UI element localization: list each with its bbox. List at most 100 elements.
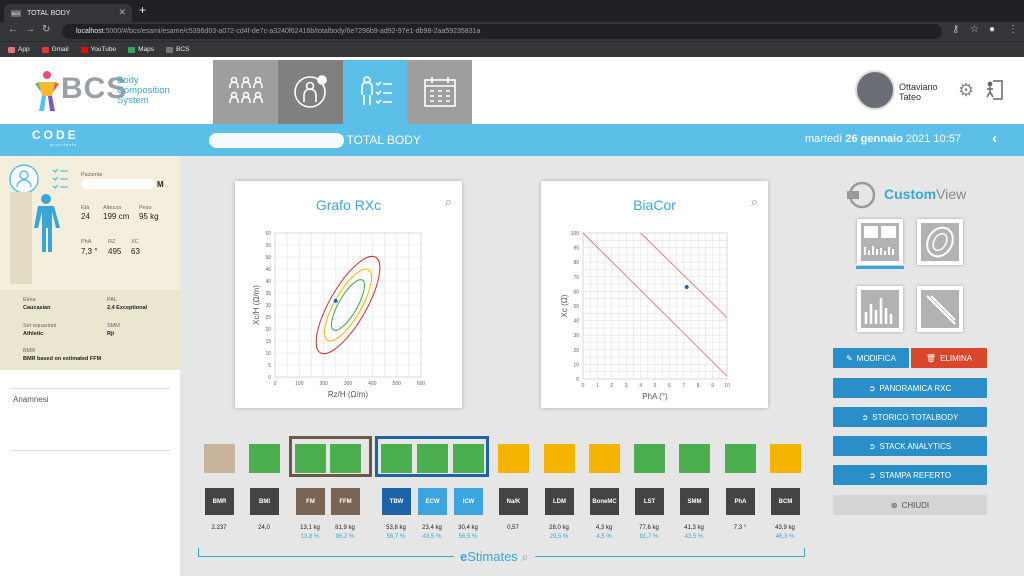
totalbody-history-button[interactable]: ➲ STORICO TOTALBODY: [833, 407, 987, 427]
metric-label[interactable]: FM: [296, 488, 325, 515]
bmr-value: BMR based on estimated FFM: [23, 356, 102, 362]
user-name[interactable]: Ottaviano Tateo: [899, 82, 938, 102]
profile-icon[interactable]: ●: [989, 24, 996, 35]
metric-indicator-ecw[interactable]: [417, 444, 448, 473]
metric-label[interactable]: BCM: [771, 488, 800, 515]
metric-value: 77,6 kg: [639, 525, 659, 531]
bookmark-maps[interactable]: Maps: [128, 46, 154, 53]
x-tick-label: 2: [610, 383, 613, 389]
metric-indicator-bmi[interactable]: [249, 444, 280, 473]
chevron-left-icon[interactable]: ‹: [992, 130, 998, 147]
metric-label[interactable]: TBW: [382, 488, 411, 515]
metric-indicator-pha[interactable]: [725, 444, 756, 473]
metric-label[interactable]: FFM: [331, 488, 360, 515]
metric-label[interactable]: LDM: [545, 488, 574, 515]
apps-grid-icon: [8, 46, 15, 53]
y-tick-label: 10: [573, 362, 579, 368]
metric-label[interactable]: ECW: [418, 488, 447, 515]
view-line-button[interactable]: [917, 286, 963, 332]
bookmark-gmail[interactable]: Gmail: [41, 46, 69, 53]
metric-indicator-bmr[interactable]: [204, 444, 235, 473]
browser-tab-strip: BCS TOTAL BODY ✕ +: [0, 0, 1024, 22]
nav-exam-button[interactable]: [343, 60, 408, 124]
close-button[interactable]: ⊗ CHIUDI: [833, 495, 987, 515]
logout-icon[interactable]: [985, 80, 1003, 100]
metric-percent: 86,2 %: [335, 534, 355, 540]
metric-indicator-fm[interactable]: [295, 444, 326, 473]
metric-value: 7,3 °: [733, 525, 747, 531]
estimates-label[interactable]: eStimates ⌕: [454, 549, 535, 565]
star-icon[interactable]: ☆: [970, 24, 979, 35]
view-bars-button[interactable]: [857, 286, 903, 332]
ethnicity-value: Caucasian: [23, 305, 51, 311]
metric-indicator-lst[interactable]: [634, 444, 665, 473]
metric-indicator-smm[interactable]: [679, 444, 710, 473]
url-field[interactable]: localhost:5000/#/bcs/esami/esame/c5396d0…: [62, 24, 942, 39]
metric-value: 81,9 kg: [335, 525, 355, 531]
gear-icon[interactable]: ⚙: [958, 80, 975, 100]
back-arrow-icon[interactable]: ←: [8, 24, 18, 35]
close-label: CHIUDI: [901, 500, 930, 510]
reload-icon[interactable]: ↻: [42, 24, 51, 35]
metric-indicator-bcm[interactable]: [770, 444, 801, 473]
metric-label[interactable]: BMR: [205, 488, 234, 515]
nav-add-patient-button[interactable]: [278, 60, 343, 124]
y-tick-label: 5: [268, 363, 271, 369]
metric-indicator-ffm[interactable]: [330, 444, 361, 473]
rz-value: 495: [108, 247, 122, 256]
metric-indicator-icw[interactable]: [453, 444, 484, 473]
delete-button[interactable]: 🗑 ELIMINA: [911, 348, 987, 368]
nav-calendar-button[interactable]: [407, 60, 472, 124]
bookmark-youtube[interactable]: YouTube: [80, 46, 116, 53]
zoom-icon[interactable]: ⌕: [444, 194, 452, 209]
close-tab-icon[interactable]: ✕: [118, 7, 126, 17]
browser-tab[interactable]: BCS TOTAL BODY ✕: [4, 4, 132, 22]
y-tick-label: 30: [573, 333, 579, 339]
url-host: localhost: [76, 28, 104, 35]
metric-indicator-bonemc[interactable]: [589, 444, 620, 473]
estimates-e: e: [460, 549, 468, 564]
x-tick-label: 400: [368, 381, 377, 387]
y-tick-label: 10: [265, 351, 271, 357]
menu-dots-icon[interactable]: ⋮: [1008, 24, 1018, 35]
bookmark-apps[interactable]: App: [8, 46, 30, 53]
bookmark-bcs[interactable]: BCS: [166, 46, 189, 53]
stack-analytics-button[interactable]: ➲ STACK ANALYTICS: [833, 436, 987, 456]
metric-label[interactable]: BMI: [250, 488, 279, 515]
print-report-button[interactable]: ➲ STAMPA REFERTO: [833, 465, 987, 485]
modify-button[interactable]: ✎ MODIFICA: [833, 348, 909, 368]
metric-label[interactable]: ICW: [454, 488, 483, 515]
view-dashboard-button[interactable]: [857, 219, 903, 265]
view-ellipse-button[interactable]: [917, 219, 963, 265]
metric-indicator-ldm[interactable]: [544, 444, 575, 473]
xc-label: XC: [131, 239, 139, 245]
key-icon[interactable]: ⚷: [952, 24, 960, 35]
metric-label[interactable]: BoneMC: [590, 488, 619, 515]
patient-body-icon: [9, 164, 68, 252]
patient-label: Paziente: [81, 172, 103, 178]
app-header: [0, 57, 1024, 124]
rxc-title: Grafo RXc: [315, 197, 382, 213]
zoom-icon[interactable]: ⌕: [750, 194, 758, 209]
y-tick-label: 90: [573, 246, 579, 252]
metric-indicator-nak[interactable]: [498, 444, 529, 473]
smm-label: SMM: [107, 323, 120, 329]
new-tab-icon[interactable]: +: [139, 3, 147, 17]
metric-label[interactable]: PhA: [726, 488, 755, 515]
divider: [10, 450, 170, 451]
forward-arrow-icon[interactable]: →: [25, 24, 35, 35]
metric-label[interactable]: LST: [635, 488, 664, 515]
metric-indicator-tbw[interactable]: [381, 444, 412, 473]
edit-icon: ✎: [846, 353, 853, 363]
pal-value: 2.4 Exceptional: [107, 305, 148, 311]
y-tick-label: 60: [265, 231, 271, 237]
user-avatar[interactable]: [855, 70, 895, 110]
customview-title: CustomView: [884, 186, 966, 202]
nav-patients-button[interactable]: [213, 60, 278, 124]
metric-label[interactable]: Na/K: [499, 488, 528, 515]
rxc-overview-button[interactable]: ➲ PANORAMICA RXC: [833, 378, 987, 398]
address-bar-row: ← → ↻ localhost:5000/#/bcs/esami/esame/c…: [0, 22, 1024, 41]
metric-label[interactable]: SMM: [680, 488, 709, 515]
bcs-favicon: BCS: [11, 9, 21, 17]
x-tick-label: 600: [417, 381, 426, 387]
